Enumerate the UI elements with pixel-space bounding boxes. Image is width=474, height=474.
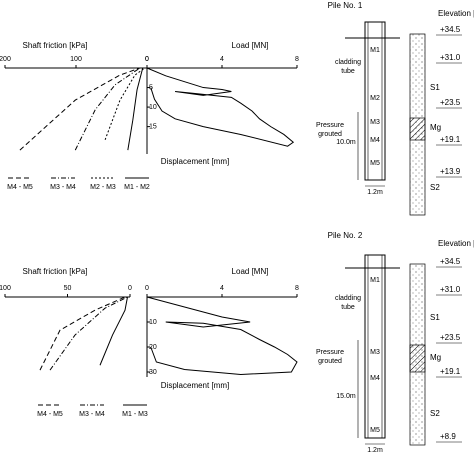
series-line [74, 67, 141, 151]
segment-label: M4 [370, 137, 380, 144]
y-tick-label: 15 [149, 123, 157, 130]
tube-label: cladding [335, 295, 361, 302]
chart-title: Shaft friction [kPa] [23, 41, 88, 50]
segment-label: M3 [370, 349, 380, 356]
series-line [49, 296, 128, 371]
x-tick-label: 100 [70, 56, 82, 63]
elevation-label: +13.9 [440, 167, 461, 176]
diameter-label: 1.2m [367, 447, 383, 454]
chart-title: Load [MN] [232, 41, 269, 50]
segment-label: M4 [370, 375, 380, 382]
x-tick-label: 0 [128, 285, 132, 292]
x-tick-label: 4 [220, 285, 224, 292]
chart-title: Shaft friction [kPa] [23, 267, 88, 276]
soil-mg [409, 117, 426, 141]
pile-title: Pile No. 2 [328, 231, 363, 240]
diameter-label: 1.2m [367, 189, 383, 196]
elevation-title: Elevation [m [438, 239, 474, 248]
tube-label: cladding [335, 59, 361, 66]
segment-label: M3 [370, 119, 380, 126]
series-line [19, 67, 141, 151]
series-line [146, 296, 298, 376]
segment-label: M5 [370, 427, 380, 434]
soil-label: S2 [430, 409, 440, 418]
legend-label: M3 - M4 [79, 411, 105, 418]
grouted-label: grouted [318, 358, 342, 365]
grouted-label: Pressure [316, 122, 344, 129]
legend-label: M4 - M5 [7, 184, 33, 191]
y-tick-label: 10 [149, 104, 157, 111]
x-tick-label: 0 [145, 285, 149, 292]
elevation-label: +8.9 [440, 432, 456, 441]
segment-label: M1 [370, 277, 380, 284]
series-line [39, 296, 126, 371]
chart-title: Load [MN] [232, 267, 269, 276]
legend-label: M1 - M3 [122, 411, 148, 418]
series-line [127, 67, 144, 151]
elevation-label: +23.5 [440, 98, 461, 107]
pile [364, 21, 386, 181]
legend-label: M2 - M3 [90, 184, 116, 191]
x-tick-label: 0 [145, 56, 149, 63]
soil-label: Mg [430, 123, 441, 132]
elevation-label: +19.1 [440, 367, 461, 376]
tube-label: tube [341, 304, 355, 311]
soil-mg [409, 344, 426, 373]
legend-label: M3 - M4 [50, 184, 76, 191]
length-label: 15.0m [336, 393, 356, 400]
y-axis-label: Displacement [mm] [161, 381, 229, 390]
x-tick-label: 0 [145, 56, 149, 63]
series-line [146, 67, 295, 147]
elevation-label: +34.5 [440, 25, 461, 34]
y-axis-label: Displacement [mm] [161, 157, 229, 166]
soil-label: S1 [430, 83, 440, 92]
x-tick-label: 200 [0, 56, 11, 63]
elevation-label: +19.1 [440, 135, 461, 144]
segment-label: M2 [370, 95, 380, 102]
legend-label: M4 - M5 [37, 411, 63, 418]
tube-label: tube [341, 68, 355, 75]
pile-title: Pile No. 1 [328, 1, 363, 10]
soil-label: S2 [430, 183, 440, 192]
elevation-label: +34.5 [440, 257, 461, 266]
y-tick-label: 10 [149, 319, 157, 326]
x-tick-label: 50 [64, 285, 72, 292]
legend-label: M1 - M2 [124, 184, 150, 191]
series-line [99, 296, 128, 366]
pile [364, 254, 386, 439]
grouted-label: grouted [318, 131, 342, 138]
elevation-label: +31.0 [440, 285, 461, 294]
series-line [104, 67, 146, 140]
x-tick-label: 8 [295, 285, 299, 292]
y-tick-label: 20 [149, 344, 157, 351]
x-tick-label: 4 [220, 56, 224, 63]
segment-label: M5 [370, 160, 380, 167]
elevation-label: +23.5 [440, 333, 461, 342]
elevation-label: +31.0 [440, 53, 461, 62]
segment-label: M1 [370, 47, 380, 54]
elevation-title: Elevation [m [438, 9, 474, 18]
soil-label: Mg [430, 353, 441, 362]
length-label: 10.0m [336, 139, 356, 146]
grouted-label: Pressure [316, 349, 344, 356]
x-tick-label: 8 [295, 56, 299, 63]
soil-label: S1 [430, 313, 440, 322]
y-tick-label: 30 [149, 369, 157, 376]
x-tick-label: 100 [0, 285, 11, 292]
